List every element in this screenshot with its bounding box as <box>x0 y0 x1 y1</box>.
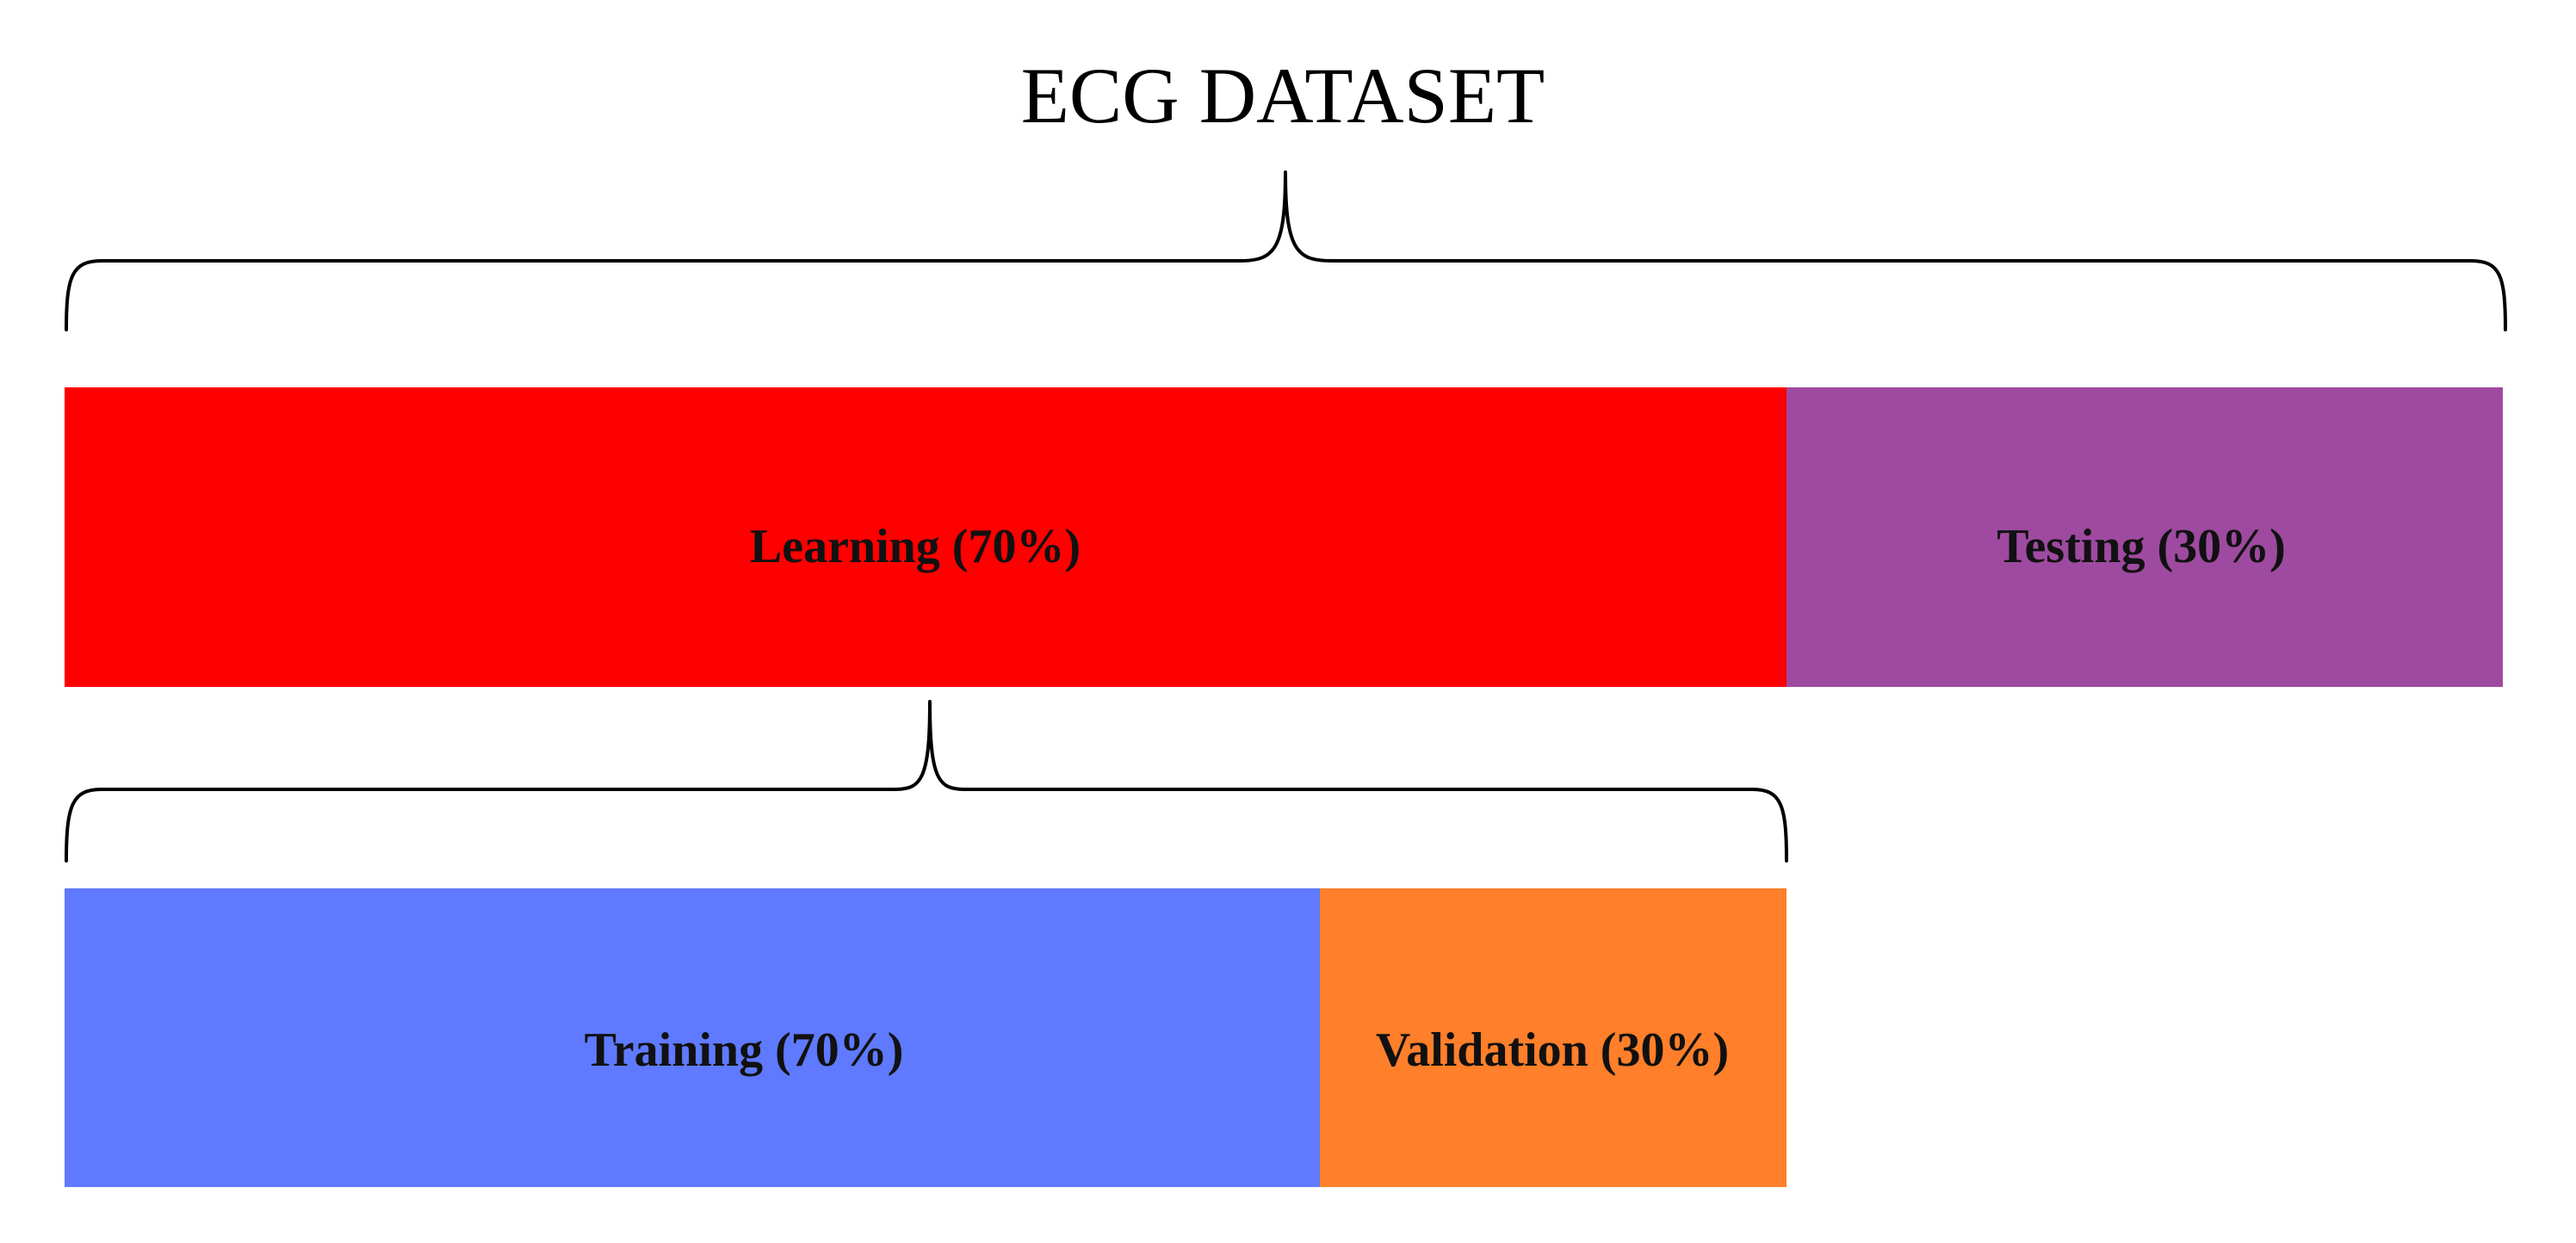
diagram-title: ECG DATASET <box>1021 52 1545 139</box>
validation-label: Validation (30%) <box>1376 1023 1729 1077</box>
training-segment <box>65 888 1320 1187</box>
learning-brace <box>65 700 1788 863</box>
validation-segment <box>1320 888 1786 1187</box>
dataset-brace <box>65 170 2507 331</box>
dataset-split-bar: Learning (70%) Testing (30%) <box>65 387 2503 687</box>
learning-segment <box>65 387 1786 687</box>
testing-label: Testing (30%) <box>1997 520 2286 573</box>
testing-segment <box>1786 387 2503 687</box>
training-label: Training (70%) <box>585 1023 904 1077</box>
learning-split-bar: Training (70%) Validation (30%) <box>65 888 1786 1187</box>
learning-label: Learning (70%) <box>750 520 1081 573</box>
